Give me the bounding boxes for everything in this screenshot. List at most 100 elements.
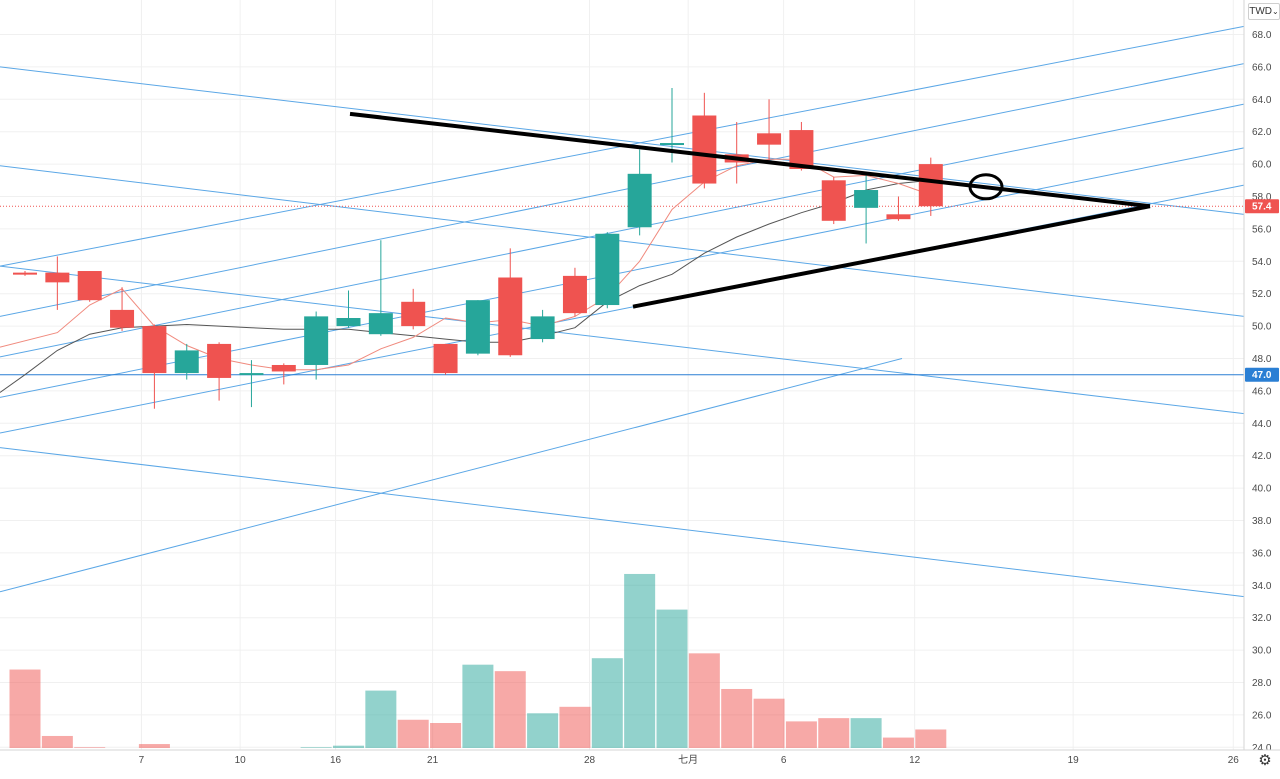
x-tick-label: 6: [781, 755, 787, 766]
candle[interactable]: [854, 173, 879, 244]
volume-bar: [462, 664, 494, 748]
candle[interactable]: [918, 157, 943, 216]
y-tick-label: 64.0: [1252, 95, 1272, 106]
trend-lines[interactable]: [0, 25, 1245, 598]
candle[interactable]: [110, 287, 135, 331]
candle[interactable]: [789, 121, 814, 171]
x-tick-label: 10: [235, 755, 247, 766]
candle[interactable]: [142, 324, 167, 409]
candle-body: [304, 316, 329, 365]
candle-body: [110, 309, 135, 328]
candle[interactable]: [692, 92, 717, 189]
y-tick-label: 68.0: [1252, 30, 1272, 41]
channel-line[interactable]: [0, 63, 1245, 317]
candle-body: [562, 275, 587, 314]
channel-line[interactable]: [0, 103, 1245, 358]
last-price-badge[interactable]: 57.4: [1245, 199, 1279, 214]
channel-line[interactable]: [0, 447, 1245, 598]
candle-body: [886, 214, 911, 220]
candle[interactable]: [886, 196, 911, 221]
candle-body: [336, 318, 361, 327]
y-tick-label: 66.0: [1252, 62, 1272, 73]
volume-bars: [9, 573, 947, 748]
price-axis[interactable]: 24.0 26.0 28.0 30.0 32.0 34.0 36.0 38.0 40.0 42.0…: [1243, 0, 1280, 754]
volume-bar: [591, 658, 623, 748]
triangle-pattern[interactable]: [349, 111, 1151, 309]
channel-line[interactable]: [0, 358, 903, 593]
candle[interactable]: [530, 309, 555, 343]
x-tick-label: 19: [1068, 755, 1080, 766]
candle[interactable]: [627, 149, 652, 236]
currency-label: TWD: [1249, 6, 1273, 17]
x-tick-label: 21: [427, 755, 439, 766]
x-tick-label: 7: [139, 755, 145, 766]
volume-bar: [74, 747, 106, 748]
volume-bar: [559, 706, 591, 748]
level-price-badge[interactable]: 47.0: [1245, 367, 1279, 382]
volume-bar: [527, 713, 559, 748]
candle[interactable]: [239, 360, 264, 408]
y-tick-label: 24.0: [1252, 743, 1272, 754]
candle-body: [660, 143, 684, 146]
volume-bar: [41, 735, 73, 748]
candle[interactable]: [465, 300, 490, 356]
last-price-badge-box: [1245, 199, 1279, 214]
currency-button[interactable]: TWD⌄: [1248, 3, 1280, 20]
channel-line[interactable]: [0, 66, 1245, 215]
y-tick-label: 48.0: [1252, 354, 1272, 365]
candle[interactable]: [13, 271, 37, 276]
candle[interactable]: [757, 99, 782, 161]
candle-body: [271, 364, 296, 372]
y-tick-label: 26.0: [1252, 710, 1272, 721]
triangle-upper-line[interactable]: [349, 111, 1151, 209]
candle[interactable]: [821, 177, 846, 225]
candle[interactable]: [401, 288, 426, 330]
candle[interactable]: [336, 290, 361, 328]
volume-bar: [397, 719, 429, 748]
channel-line[interactable]: [0, 265, 1245, 415]
candle-body: [174, 350, 199, 374]
last-price-badge-text: 57.4: [1252, 202, 1272, 213]
volume-bar: [818, 718, 850, 748]
time-axis[interactable]: 7 10 16 21 28 七月 6 12 19 26: [0, 749, 1280, 774]
candle[interactable]: [433, 343, 458, 375]
ma-fast-line: [0, 158, 931, 371]
candle-body: [918, 164, 943, 207]
candle[interactable]: [304, 311, 329, 380]
volume-bar: [785, 721, 817, 748]
volume-bar: [333, 745, 364, 748]
breakout-circle-marker[interactable]: [968, 173, 1004, 201]
x-tick-label: 28: [584, 755, 596, 766]
candle[interactable]: [595, 232, 620, 309]
volume-bar: [494, 671, 526, 748]
ma-slow-line: [0, 179, 931, 393]
candle[interactable]: [45, 256, 70, 310]
candle[interactable]: [368, 240, 393, 336]
y-tick-label: 60.0: [1252, 160, 1272, 171]
x-tick-label: 16: [330, 755, 342, 766]
candle-body: [757, 133, 782, 145]
y-tick-label: 56.0: [1252, 224, 1272, 235]
candle-body: [854, 190, 879, 208]
settings-gear-icon[interactable]: ⚙: [1258, 752, 1272, 769]
channel-line[interactable]: [0, 165, 1245, 317]
candle[interactable]: [498, 248, 523, 357]
volume-bar: [624, 573, 656, 748]
candle-body: [13, 272, 37, 275]
candle-body: [821, 180, 846, 221]
volume-bar: [915, 729, 947, 748]
candle[interactable]: [77, 271, 102, 302]
candle[interactable]: [207, 342, 232, 401]
candlesticks[interactable]: [13, 87, 943, 409]
candle[interactable]: [174, 343, 199, 380]
volume-bar: [721, 688, 753, 748]
candle[interactable]: [562, 267, 587, 317]
volume-bar: [300, 747, 332, 748]
candle-body: [77, 271, 102, 301]
triangle-lower-line[interactable]: [632, 204, 1151, 309]
y-tick-label: 42.0: [1252, 451, 1272, 462]
candle[interactable]: [271, 363, 296, 385]
volume-bar: [365, 690, 397, 748]
candle-body: [368, 313, 393, 335]
